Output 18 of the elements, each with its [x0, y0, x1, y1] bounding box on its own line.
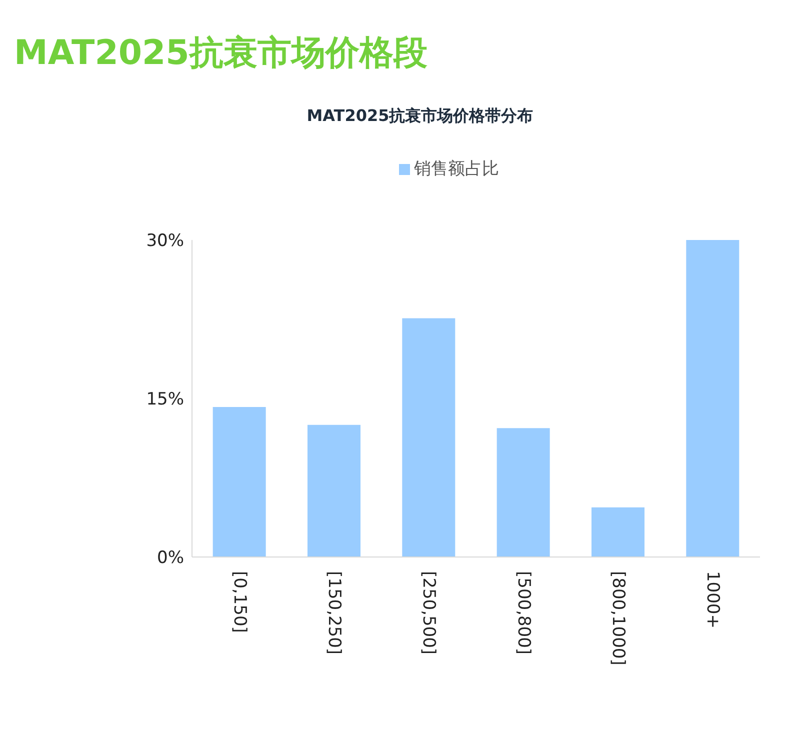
- x-tick-label: [250,500]: [418, 571, 439, 655]
- chart-title: MAT2025抗衰市场价格段: [13, 32, 428, 75]
- x-tick-label: [500,800]: [513, 571, 534, 655]
- chart-subtitle: MAT2025抗衰市场价格带分布: [306, 106, 534, 127]
- bar: [212, 406, 266, 557]
- x-tick-label: 1000+: [702, 571, 723, 629]
- x-tick-label: [150,250]: [324, 571, 344, 655]
- bar: [307, 424, 360, 557]
- x-tick-label: [0,150]: [229, 571, 250, 633]
- y-tick-label: 0%: [157, 548, 184, 568]
- y-tick-label: 15%: [146, 390, 184, 410]
- bar: [402, 318, 456, 557]
- bar: [496, 428, 550, 557]
- y-tick-label: 30%: [146, 231, 184, 252]
- bar: [591, 507, 644, 557]
- x-tick-label: [800,1000]: [608, 571, 628, 666]
- bar: [686, 240, 740, 557]
- legend-label: 销售额占比: [414, 159, 499, 179]
